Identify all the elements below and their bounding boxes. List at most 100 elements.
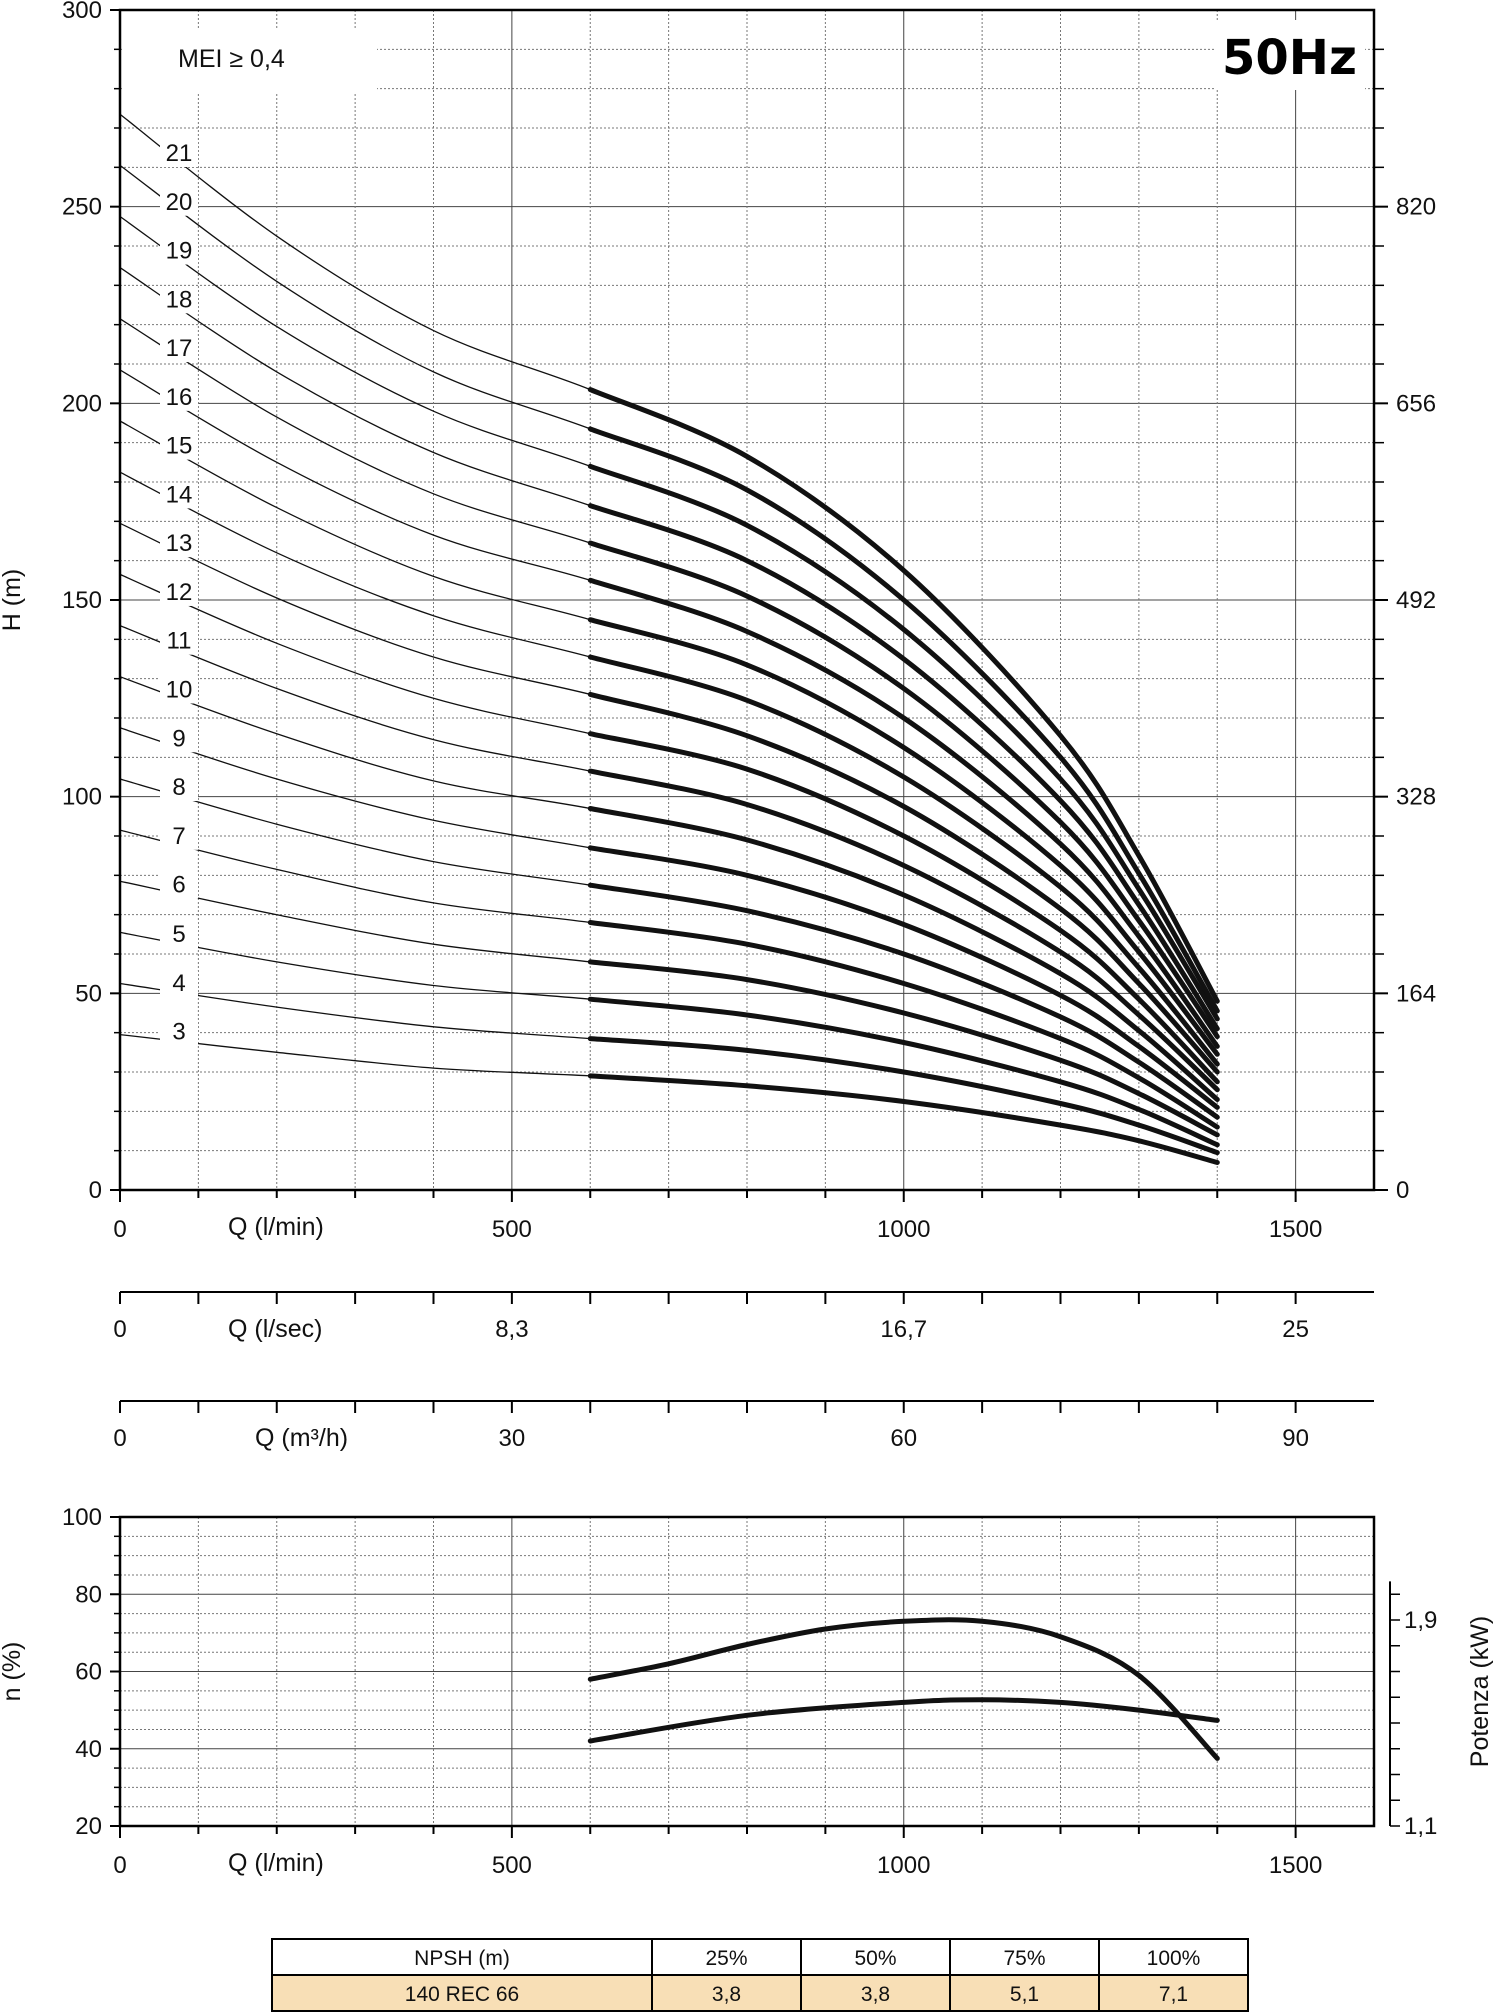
- stage-label-21: 21: [166, 140, 193, 167]
- x-axis-label: Q (l/min): [228, 1213, 324, 1241]
- stage-curve-13-operating: [587, 691, 1220, 1075]
- stage-label-20: 20: [166, 189, 193, 216]
- stage-label-11: 11: [167, 628, 192, 655]
- y-tick-label: 20: [75, 1813, 102, 1840]
- stage-label-background: [160, 970, 198, 997]
- stage-curve-8-operating: [587, 882, 1220, 1120]
- x-tick-label: 0: [113, 1216, 126, 1243]
- stage-label-background: [160, 189, 198, 216]
- stage-label-19: 19: [166, 238, 193, 265]
- stage-label-background: [160, 238, 198, 265]
- npsh-header-cell: 75%: [1003, 1947, 1045, 1970]
- stage-curve-20-operating: [587, 426, 1220, 1014]
- stage-label-7: 7: [172, 823, 185, 850]
- y-tick-label: 0: [89, 1177, 102, 1204]
- alt-axis-tick-label: 0: [113, 1316, 126, 1343]
- stage-curve-14-operating: [587, 654, 1220, 1067]
- x-tick-label: 1000: [877, 1852, 930, 1879]
- stage-label-background: [160, 726, 198, 753]
- y-tick-label: 300: [62, 0, 102, 24]
- power-axis-tick-label: 1,9: [1404, 1607, 1437, 1634]
- stage-label-12: 12: [166, 579, 193, 606]
- y2-tick-label: 492: [1396, 587, 1436, 614]
- mei-label: MEI ≥ 0,4: [178, 45, 285, 73]
- stage-curve-7-operating: [587, 920, 1220, 1130]
- alt-axis-tick-label: 8,3: [495, 1316, 528, 1343]
- stage-label-background: [160, 823, 198, 850]
- stage-label-4: 4: [172, 970, 185, 997]
- stage-curve-4-operating: [587, 1036, 1220, 1156]
- npsh-header-cell: 25%: [705, 1947, 747, 1970]
- npsh-value-cell: 140 REC 66: [405, 1983, 519, 2006]
- power-axis-label: Potenza (kW): [1466, 1616, 1494, 1767]
- stage-label-background: [160, 384, 198, 411]
- y2-tick-label: 164: [1396, 980, 1436, 1007]
- stage-label-18: 18: [166, 286, 193, 313]
- x-tick-label: 500: [492, 1852, 532, 1879]
- y2-tick-label: 656: [1396, 390, 1436, 417]
- y-tick-label: 250: [62, 194, 102, 221]
- frequency-badge: 50Hz: [1222, 30, 1357, 86]
- mei-label-background: [122, 28, 377, 94]
- stage-curve-19-operating: [587, 463, 1220, 1022]
- stage-label-8: 8: [172, 774, 185, 801]
- stage-label-background: [160, 482, 198, 509]
- x-axis-label: Q (l/min): [228, 1849, 324, 1877]
- stage-label-background: [160, 922, 198, 949]
- stage-label-14: 14: [166, 481, 193, 508]
- x-tick-label: 1500: [1269, 1216, 1322, 1243]
- stage-curve-labels: 3 4 5 6 7 8 9 10 11 12 13 14 15 16 17 18 19 20 21: [160, 140, 198, 1046]
- efficiency-chart-grid: [120, 1517, 1374, 1826]
- y-tick-label: 150: [62, 587, 102, 614]
- x-tick-label: 1000: [877, 1216, 930, 1243]
- alternate-flow-axes: 0 8,3 16,7 25 Q (l/sec) 0 30 60 90 Q (m³/h): [113, 1291, 1374, 1452]
- stage-label-6: 6: [172, 872, 185, 899]
- efficiency-chart-curves: [587, 1617, 1220, 1761]
- alt-axis-tick-label: 25: [1282, 1316, 1309, 1343]
- y-tick-label: 40: [75, 1736, 102, 1763]
- npsh-value-cell: 3,8: [861, 1983, 890, 2006]
- stage-label-background: [160, 579, 198, 606]
- stage-label-17: 17: [166, 335, 193, 362]
- stage-label-background: [160, 628, 198, 655]
- x-tick-label: 500: [492, 1216, 532, 1243]
- y-tick-label: 50: [75, 980, 102, 1007]
- stage-label-background: [160, 677, 198, 704]
- npsh-value-cell: 5,1: [1010, 1983, 1039, 2006]
- y-tick-label: 100: [62, 784, 102, 811]
- stage-curve-18-operating: [587, 503, 1220, 1032]
- stage-label-background: [160, 433, 198, 460]
- stage-curve-10-operating: [587, 806, 1220, 1102]
- alt-axis-tick-label: 0: [113, 1425, 126, 1452]
- x-tick-label: 0: [113, 1852, 126, 1879]
- alt-axis-label: Q (l/sec): [228, 1315, 322, 1343]
- stage-label-background: [160, 1019, 198, 1046]
- npsh-value-cell: 3,8: [712, 1983, 741, 2006]
- npsh-header-cell: NPSH (m): [414, 1947, 510, 1970]
- stage-curve-20-full: [119, 164, 1218, 1012]
- alt-axis-tick-label: 16,7: [880, 1316, 927, 1343]
- alt-axis-tick-label: 30: [499, 1425, 526, 1452]
- npsh-header-cell: 50%: [854, 1947, 896, 1970]
- stage-label-3: 3: [172, 1019, 185, 1046]
- y-tick-label: 200: [62, 390, 102, 417]
- main-chart-curves: [119, 113, 1220, 1165]
- power-axis-tick-label: 1,1: [1404, 1813, 1437, 1840]
- stage-curve-17-operating: [587, 540, 1220, 1040]
- stage-label-background: [160, 775, 198, 802]
- stage-label-13: 13: [166, 530, 193, 557]
- stage-label-5: 5: [172, 921, 185, 948]
- npsh-row-background: [272, 1975, 1248, 2011]
- stage-label-16: 16: [166, 384, 193, 411]
- stage-label-background: [160, 141, 198, 168]
- stage-label-background: [160, 531, 198, 558]
- stage-curve-15-operating: [587, 617, 1220, 1057]
- efficiency-curve: [587, 1617, 1220, 1761]
- stage-curve-12-operating: [587, 731, 1220, 1085]
- stage-label-9: 9: [172, 725, 185, 752]
- stage-label-background: [160, 336, 198, 363]
- npsh-value-cell: 7,1: [1159, 1983, 1188, 2006]
- stage-curve-5-operating: [587, 996, 1220, 1148]
- efficiency-axis-label: n (%): [0, 1642, 26, 1702]
